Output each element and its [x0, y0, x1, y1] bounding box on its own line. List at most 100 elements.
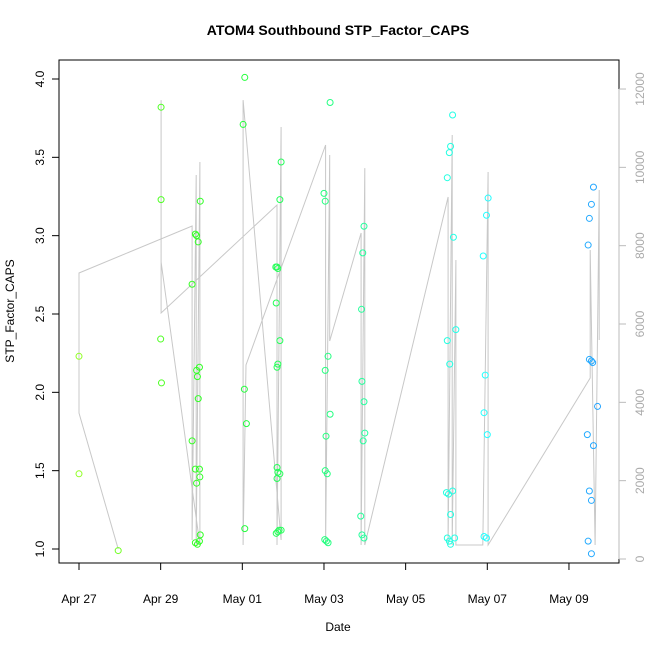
plot-box [58, 59, 620, 564]
data-point [242, 420, 250, 428]
data-point [587, 200, 595, 208]
data-point [361, 429, 369, 437]
data-point [241, 73, 249, 81]
data-point [277, 158, 285, 166]
data-point [484, 194, 492, 202]
y-tick-label: 1.5 [33, 462, 47, 479]
data-point [196, 531, 204, 539]
data-point [447, 142, 455, 150]
data-point [482, 211, 490, 219]
data-point [481, 371, 489, 379]
data-point [193, 479, 201, 487]
x-tick-label: May 03 [304, 592, 344, 606]
right-tick-label: 10000 [633, 150, 647, 184]
data-point [447, 540, 455, 548]
secondary-series-line [78, 100, 600, 550]
data-point [358, 377, 366, 385]
data-point [483, 431, 491, 439]
right-tick-label: 2000 [633, 467, 647, 494]
data-point [583, 431, 591, 439]
data-point [360, 398, 368, 406]
x-tick-label: Apr 29 [143, 592, 179, 606]
y-tick-label: 3.0 [33, 227, 47, 244]
x-tick-label: May 01 [223, 592, 263, 606]
data-point [359, 437, 367, 445]
data-point [75, 352, 83, 360]
points-layer [75, 73, 602, 558]
y-axis-label: STP_Factor_CAPS [3, 259, 17, 362]
data-point [157, 335, 165, 343]
axes-layer: Apr 27 Apr 29 May 01 May 03 May 05 May 07 May … [33, 70, 647, 606]
data-point [191, 539, 199, 547]
data-point [241, 525, 249, 533]
data-point [195, 465, 203, 473]
data-point [196, 197, 204, 205]
data-point [276, 196, 284, 204]
data-point [273, 464, 281, 472]
data-point [589, 359, 597, 367]
data-point [274, 360, 282, 368]
data-point [276, 470, 284, 478]
data-point [587, 496, 595, 504]
x-tick-label: May 07 [468, 592, 508, 606]
data-point [449, 487, 457, 495]
data-point [589, 183, 597, 191]
data-point [188, 437, 196, 445]
data-point [447, 511, 455, 519]
data-point [75, 470, 83, 478]
data-point [358, 305, 366, 313]
data-point [326, 98, 334, 106]
data-point [321, 366, 329, 374]
data-point [157, 103, 165, 111]
data-point [589, 442, 597, 450]
secondary-line-layer [78, 100, 600, 550]
data-point [272, 299, 280, 307]
data-point [277, 526, 285, 534]
data-point [194, 395, 202, 403]
right-tick-label: 4000 [633, 389, 647, 416]
data-point [594, 402, 602, 410]
data-point [443, 337, 451, 345]
data-point [322, 432, 330, 440]
data-point [157, 196, 165, 204]
right-tick-label: 8000 [633, 232, 647, 259]
x-tick-label: May 09 [549, 592, 589, 606]
right-tick-label: 0 [633, 555, 647, 562]
data-point [357, 512, 365, 520]
data-point [194, 238, 202, 246]
data-point [480, 409, 488, 417]
y-tick-label: 1.0 [33, 540, 47, 557]
data-point [585, 214, 593, 222]
x-tick-label: May 05 [386, 592, 426, 606]
data-point [196, 473, 204, 481]
data-point [449, 111, 457, 119]
y-tick-label: 3.5 [33, 149, 47, 166]
data-point [191, 230, 199, 238]
data-point [452, 326, 460, 334]
data-point [449, 233, 457, 241]
right-tick-label: 6000 [633, 310, 647, 337]
data-point [323, 470, 331, 478]
x-axis-label: Date [325, 620, 351, 634]
data-point [276, 337, 284, 345]
data-point [114, 547, 122, 555]
data-point [195, 363, 203, 371]
data-point [585, 487, 593, 495]
chart-title: ATOM4 Southbound STP_Factor_CAPS [207, 22, 469, 38]
data-point [359, 249, 367, 257]
data-point [320, 189, 328, 197]
x-tick-label: Apr 27 [61, 592, 97, 606]
data-point [360, 534, 368, 542]
data-point [274, 528, 282, 536]
data-point [324, 352, 332, 360]
y-tick-label: 4.0 [33, 70, 47, 87]
data-point [274, 265, 282, 273]
data-point [275, 526, 283, 534]
data-point [482, 534, 490, 542]
data-point [587, 357, 595, 365]
data-point [239, 120, 247, 128]
data-point [188, 280, 196, 288]
y-tick-label: 2.5 [33, 305, 47, 322]
data-point [587, 550, 595, 558]
data-point [445, 149, 453, 157]
